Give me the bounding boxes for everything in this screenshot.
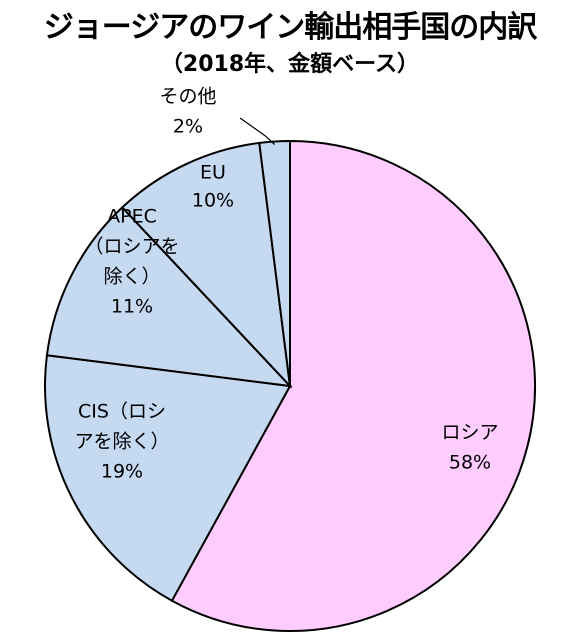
data-label-russia-percent: 58% (449, 452, 491, 474)
data-label-cis: アを除く） (74, 431, 169, 453)
pie-slice-cis (44, 354, 292, 603)
pie-slice-russia (170, 139, 536, 632)
data-label-other: その他 (159, 86, 216, 108)
chart-subtitle: （2018年、金額ベース） (160, 52, 420, 77)
pie-slice-other (258, 139, 291, 387)
data-label-cis-percent: 19% (101, 461, 143, 483)
data-label-eu-percent: 10% (192, 190, 234, 212)
pie-slice-apec (45, 205, 293, 388)
data-label-cis: CIS（ロシ (78, 401, 166, 423)
leader-line-other (239, 117, 276, 145)
data-label-apec: APEC (107, 206, 157, 228)
data-label-russia: ロシア (441, 422, 498, 444)
data-label-apec: （ロシアを (84, 236, 179, 258)
pie-slice-eu (120, 141, 292, 389)
data-label-apec-percent: 11% (111, 296, 153, 318)
chart-title: ジョージアのワイン輸出相手国の内訳 (43, 10, 537, 45)
data-label-eu: EU (200, 162, 226, 184)
data-label-other-percent: 2% (173, 116, 203, 138)
data-label-apec: 除く） (103, 266, 160, 288)
